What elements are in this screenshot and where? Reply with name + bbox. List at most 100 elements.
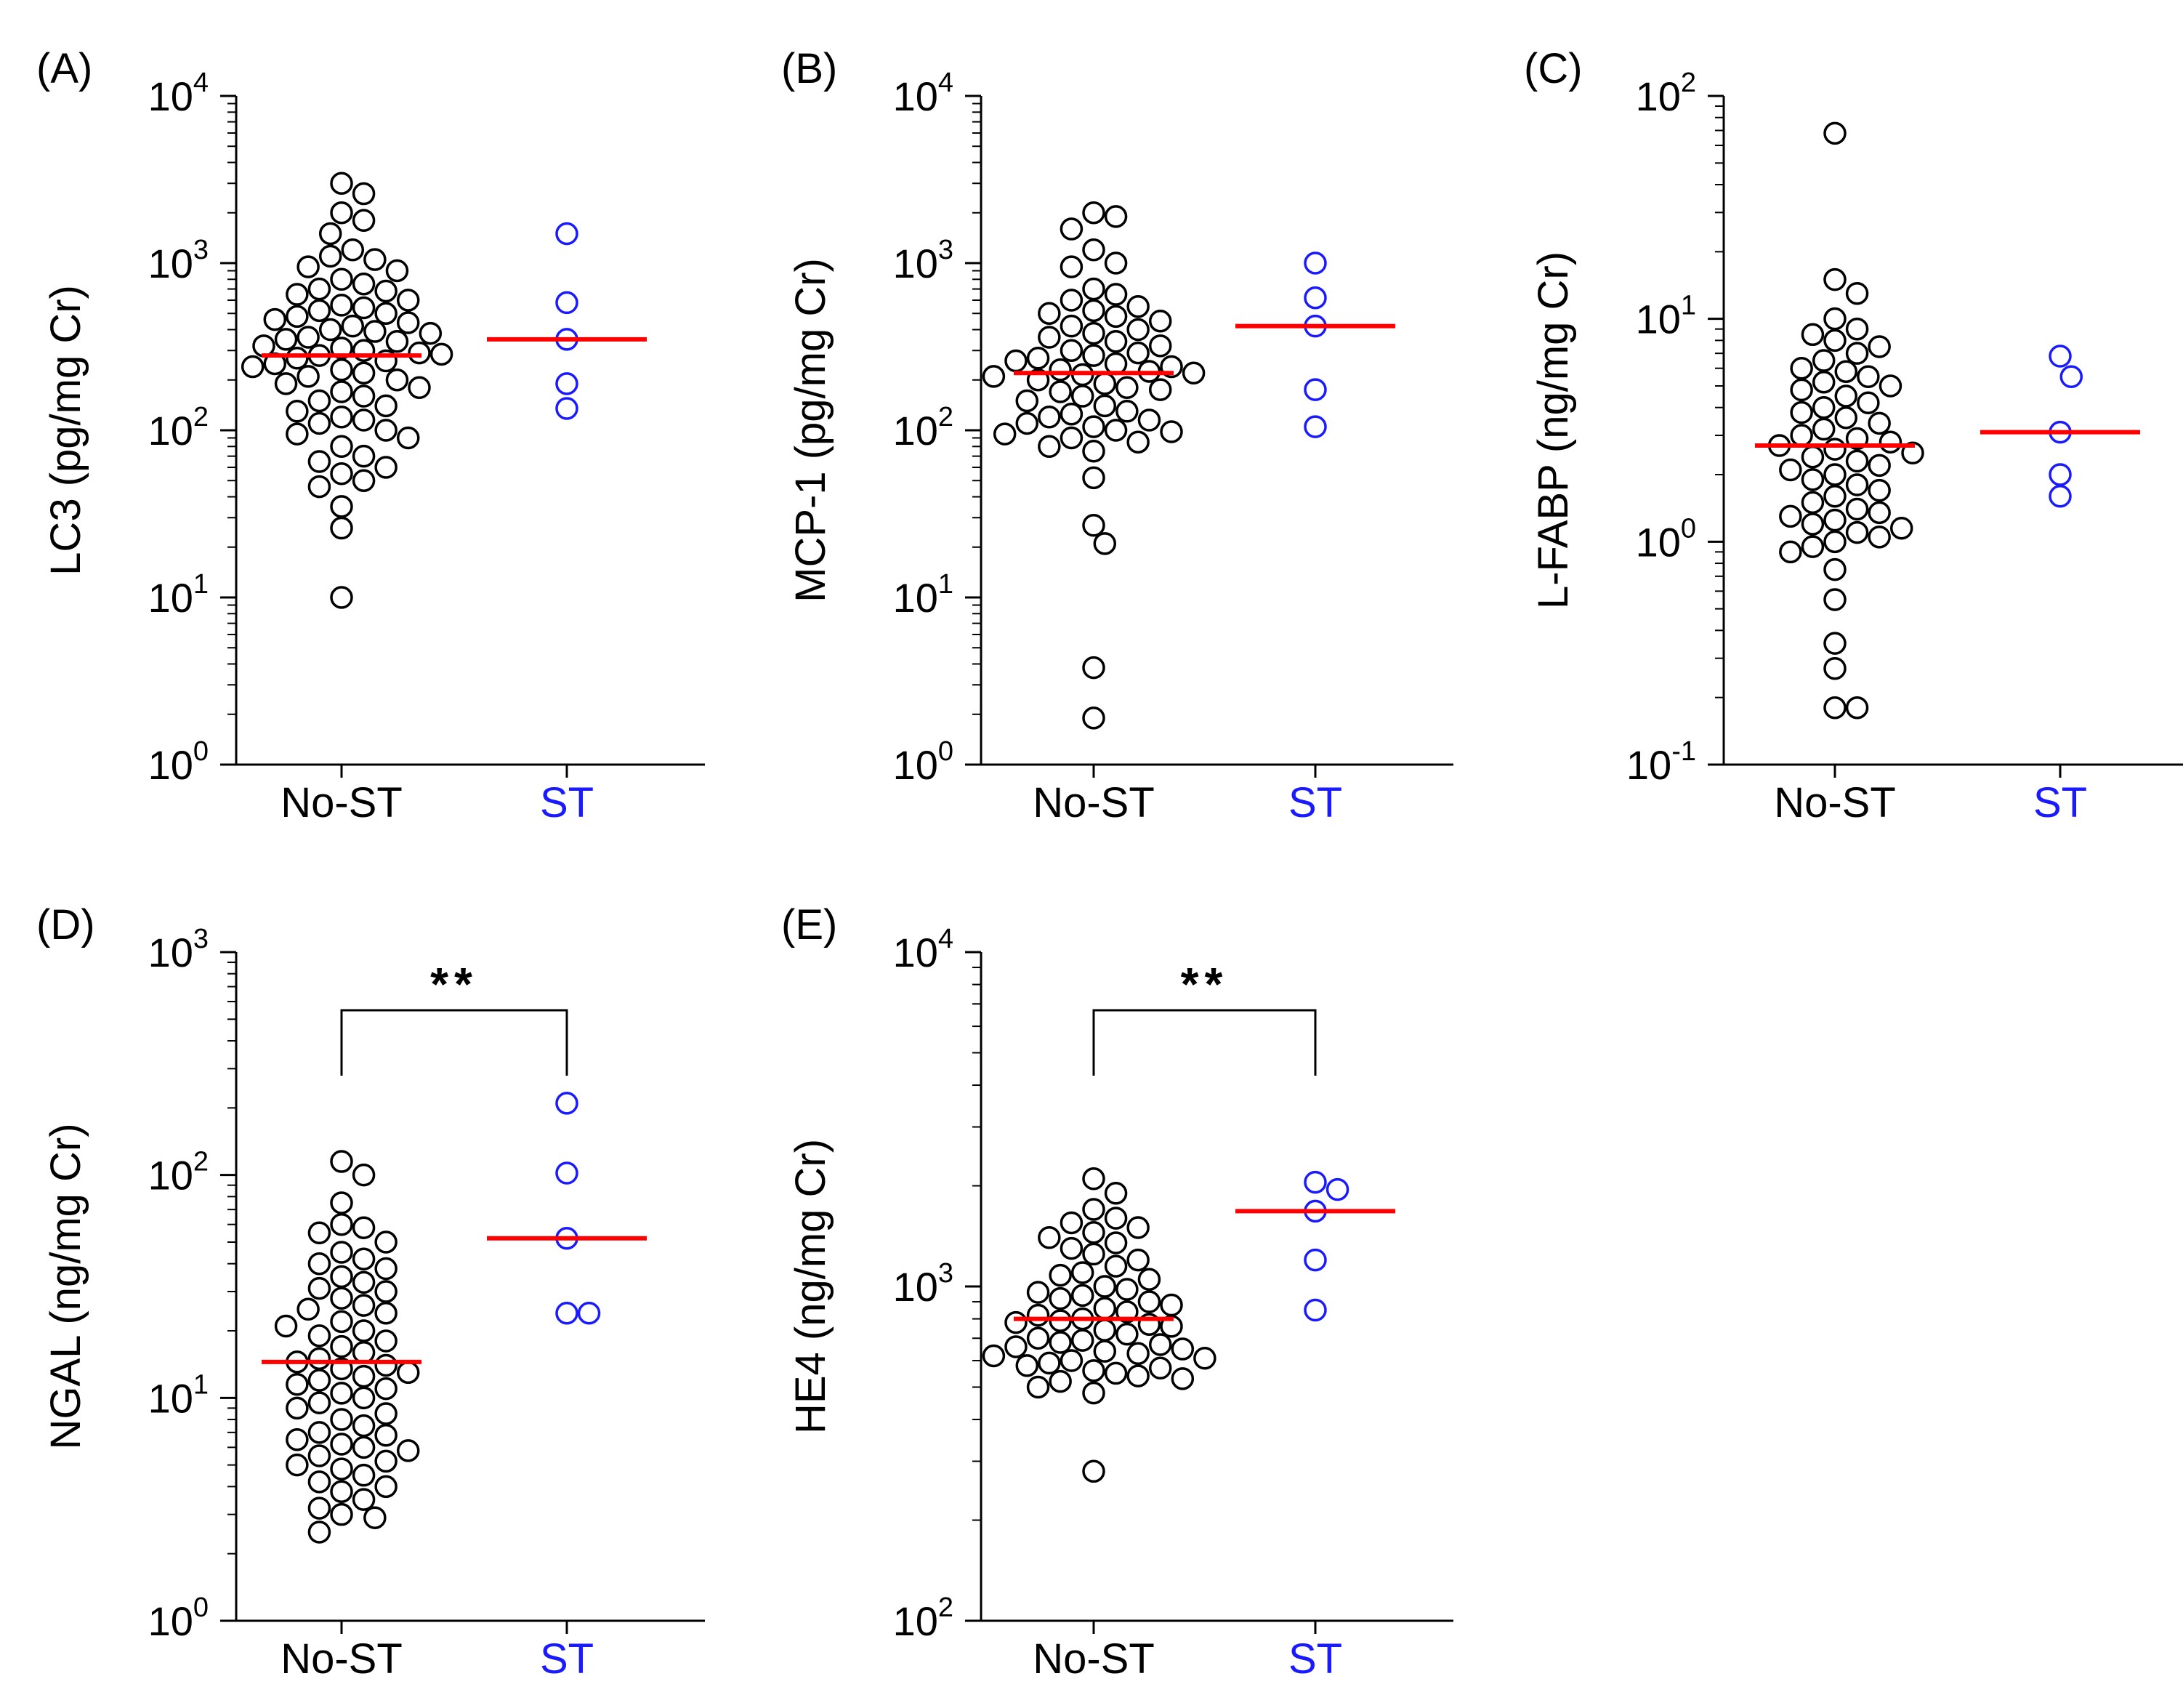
data-point [1070,1284,1094,1308]
data-point [286,1396,309,1420]
data-point [307,389,331,413]
data-point [555,1301,578,1325]
y-tick-label: 102 [148,402,209,454]
y-tick-label: 104 [148,68,209,119]
data-point [374,1423,398,1447]
data-point [286,283,309,306]
data-point [1093,372,1117,395]
data-point [330,358,353,382]
significance-bracket [1092,1009,1317,1076]
chart-panel-3: (D) 100 101 102 103 NGAL (ng/mg Cr) No-ST ST ** [36,901,705,1683]
data-point [1104,419,1128,442]
data-point [1182,361,1206,384]
data-point [330,337,353,360]
data-point [1148,1356,1172,1380]
data-point [1148,310,1172,333]
data-point [1823,632,1847,655]
data-point [1093,1318,1117,1342]
data-point [1823,121,1847,145]
x-category-label: ST [2033,779,2087,826]
data-point [429,342,453,366]
data-point [982,1344,1006,1368]
data-point [385,259,409,283]
data-point [1823,307,1847,331]
data-point [307,475,331,499]
data-point [1115,376,1139,400]
data-point [1304,286,1327,310]
significance-bracket [340,1009,568,1076]
data-point [352,469,376,492]
data-point [330,1212,353,1236]
data-point [374,1301,398,1325]
data-point [1060,1236,1084,1260]
data-point [408,376,431,400]
panel-label: (E) [781,901,837,948]
data-point [2059,365,2083,389]
data-point [352,1340,376,1364]
data-point [307,1252,331,1276]
data-point [1082,321,1105,345]
data-point [1845,696,1869,720]
panel-label: (C) [1524,45,1583,92]
data-point [577,1301,601,1325]
y-tick-label: 100 [148,736,209,788]
data-point [341,238,365,262]
data-point [1049,358,1072,382]
data-point [330,1150,353,1173]
data-point [1889,516,1913,540]
data-point [1082,201,1105,225]
data-point [1104,283,1128,306]
data-point [307,1369,331,1392]
data-point [1823,508,1847,532]
data-point [385,368,409,392]
data-point [1004,1310,1028,1334]
data-point [1026,1281,1050,1304]
data-point [1779,458,1802,482]
data-point [1868,411,1891,435]
x-category-label: No-ST [281,779,403,826]
chart-panel-0: (A) 100 101 102 103 104 LC3 (pg/mg Cr) No-ST ST [36,45,705,826]
x-category-label: ST [1288,1635,1342,1683]
data-point [330,1480,353,1503]
data-point [307,1496,331,1520]
data-point [374,1449,398,1473]
data-point [1060,217,1084,241]
data-point [1082,277,1105,301]
data-point [307,411,331,435]
y-axis-title: MCP-1 (pg/mg Cr) [787,258,834,603]
data-point [352,408,376,432]
data-point [1060,1211,1084,1235]
data-point [1845,427,1869,451]
data-point [286,422,309,446]
data-point [1082,466,1105,490]
data-point [1104,1182,1128,1205]
data-point [1038,302,1061,325]
data-point [1093,1297,1117,1320]
data-point [1779,504,1802,528]
data-point [352,1247,376,1270]
data-point [1026,1326,1050,1350]
data-point [1093,532,1117,555]
data-point [1868,454,1891,478]
data-point [1082,1221,1105,1244]
data-point [1104,205,1128,228]
data-point [1070,384,1094,408]
significance-label: ** [1181,958,1229,1010]
data-point [374,1402,398,1425]
data-point [1082,706,1105,730]
data-point [1082,415,1105,438]
data-point [1148,334,1172,358]
data-point [2049,463,2072,486]
data-point [1104,330,1128,353]
x-category-label: ST [1288,779,1342,826]
data-point [352,1463,376,1487]
y-tick-label: 103 [148,924,209,975]
data-point [1115,1278,1139,1301]
data-point [274,372,298,395]
x-category-label: ST [540,779,594,826]
data-point [1126,1248,1150,1272]
data-point [1004,1335,1028,1358]
y-tick-label: 102 [148,1147,209,1199]
data-point [1160,1293,1183,1317]
